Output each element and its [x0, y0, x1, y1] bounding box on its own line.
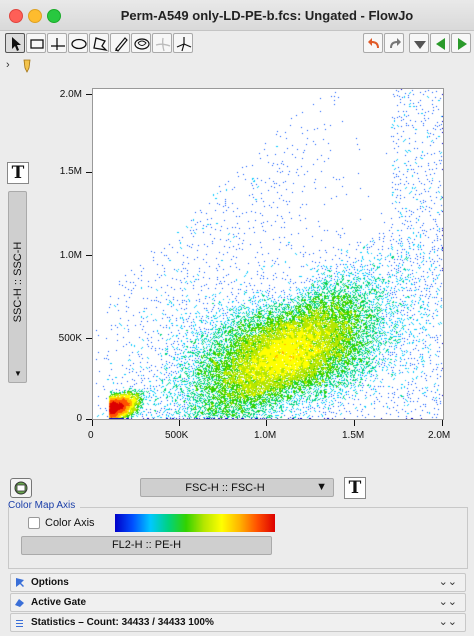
x-tick-mark: [442, 420, 443, 426]
y-tick: 500K: [58, 333, 82, 344]
back-icon[interactable]: [430, 33, 450, 53]
freehand-gate-icon[interactable]: [110, 33, 130, 53]
y-tick: 2.0M: [59, 89, 82, 100]
active-gate-icon: [15, 599, 24, 607]
pseudocolor-plot-canvas[interactable]: [93, 89, 443, 419]
statistics-icon: [16, 620, 23, 627]
x-tick: 2.0M: [428, 430, 451, 441]
color-map-title: Color Map Axis: [8, 500, 76, 511]
options-panel[interactable]: Options ⌄⌄: [10, 573, 466, 592]
expand-chevron[interactable]: ›: [6, 59, 10, 71]
x-tick: 1.5M: [342, 430, 365, 441]
chevron-down-icon: ▼: [316, 481, 327, 493]
forward-icon[interactable]: [451, 33, 471, 53]
x-tick-mark: [92, 420, 93, 426]
quadrant-gate-icon[interactable]: [47, 33, 67, 53]
y-tick-mark: [86, 255, 92, 256]
title-bar: Perm-A549 only-LD-PE-b.fcs: Ungated - Fl…: [0, 0, 474, 31]
color-scale-bar: [115, 514, 275, 532]
ellipse-gate-icon[interactable]: [68, 33, 88, 53]
pointer-icon[interactable]: [5, 33, 25, 53]
y-tick-mark: [86, 94, 92, 95]
active-gate-panel[interactable]: Active Gate ⌄⌄: [10, 593, 466, 612]
undo-icon[interactable]: [363, 33, 383, 53]
y-tick: 1.5M: [59, 166, 82, 177]
dot-plot[interactable]: [92, 88, 444, 420]
y-axis-parameter-dropdown[interactable]: SSC-H :: SSC-H ▼: [8, 191, 27, 383]
statistics-panel[interactable]: Statistics – Count: 34433 / 34433 100% ⌄…: [10, 613, 466, 632]
chevron-down-icon: ⌄⌄: [438, 596, 457, 608]
rectangle-gate-icon[interactable]: [26, 33, 46, 53]
y-tick: 0: [76, 413, 82, 424]
color-map-group: [8, 507, 468, 569]
x-tick-mark: [179, 420, 180, 426]
x-axis-parameter-label: FSC-H :: FSC-H: [185, 482, 265, 494]
y-tick: 1.0M: [59, 250, 82, 261]
x-tick: 500K: [165, 430, 189, 441]
x-tick: 0: [88, 430, 94, 441]
minimize-window-button[interactable]: [28, 9, 42, 23]
divider: [80, 507, 468, 508]
x-tick-mark: [354, 420, 355, 426]
close-window-button[interactable]: [9, 9, 23, 23]
x-axis-text-button[interactable]: T: [344, 477, 366, 499]
chevron-down-icon: ⌄⌄: [438, 616, 457, 628]
spider-quad-icon[interactable]: [173, 33, 193, 53]
x-axis-parameter-dropdown[interactable]: FSC-H :: FSC-H ▼: [140, 478, 334, 497]
gate-toolbar: [0, 31, 474, 57]
spider-gate-icon[interactable]: [131, 33, 151, 53]
active-gate-label: Active Gate: [31, 597, 87, 608]
y-tick-mark: [86, 172, 92, 173]
x-tick: 1.0M: [254, 430, 277, 441]
y-tick-mark: [86, 338, 92, 339]
redo-icon[interactable]: [384, 33, 404, 53]
x-tick-mark: [266, 420, 267, 426]
chevron-down-icon: ⌄⌄: [438, 576, 457, 588]
layout-editor-icon[interactable]: [10, 478, 32, 498]
options-icon: [16, 578, 24, 587]
pencil-icon: [23, 59, 31, 73]
color-axis-label: Color Axis: [45, 517, 95, 529]
y-axis-text-button[interactable]: T: [7, 162, 29, 184]
zoom-window-button[interactable]: [47, 9, 61, 23]
color-parameter-dropdown[interactable]: FL2-H :: PE-H: [21, 536, 272, 555]
color-axis-checkbox[interactable]: [28, 517, 40, 529]
y-axis-parameter-label: SSC-H :: SSC-H: [12, 241, 24, 323]
window-title: Perm-A549 only-LD-PE-b.fcs: Ungated - Fl…: [120, 8, 414, 23]
curly-quad-icon[interactable]: [152, 33, 172, 53]
options-label: Options: [31, 577, 69, 588]
statistics-label: Statistics – Count: 34433 / 34433 100%: [31, 617, 214, 628]
polygon-gate-icon[interactable]: [89, 33, 109, 53]
drop-down-icon[interactable]: [409, 33, 429, 53]
y-tick-mark: [86, 419, 92, 420]
chevron-down-icon: ▼: [14, 369, 22, 378]
